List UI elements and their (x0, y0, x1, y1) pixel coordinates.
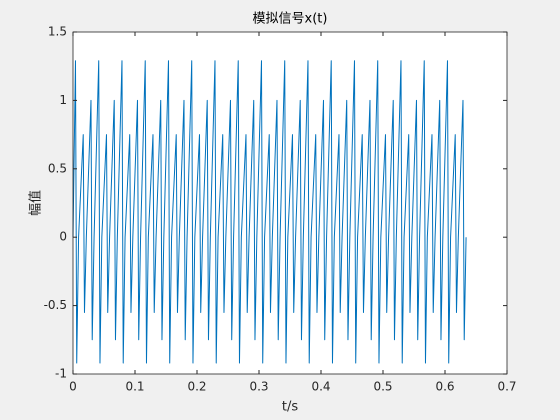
y-tick-label: 0 (59, 230, 67, 244)
x-tick-label: 0.1 (125, 380, 144, 394)
x-tick-label: 0.5 (373, 380, 392, 394)
y-tick-label: 1 (59, 93, 67, 107)
chart-title: 模拟信号x(t) (253, 12, 328, 27)
y-axis-label: 幅值 (28, 190, 44, 216)
y-tick-label: 0.5 (48, 161, 67, 175)
x-tick-label: 0.2 (187, 380, 206, 394)
y-tick-label: 1.5 (48, 25, 67, 39)
axes-box (72, 31, 508, 375)
data-line (72, 60, 467, 364)
y-tick-label: -0.5 (44, 298, 67, 312)
x-tick-label: 0.4 (311, 380, 330, 394)
y-tick-label: -1 (55, 367, 67, 381)
x-tick-label: 0.3 (249, 380, 268, 394)
x-tick-label: 0.7 (497, 380, 516, 394)
x-tick-label: 0 (69, 380, 77, 394)
x-tick-label: 0.6 (435, 380, 454, 394)
x-axis-label: t/s (282, 400, 298, 415)
